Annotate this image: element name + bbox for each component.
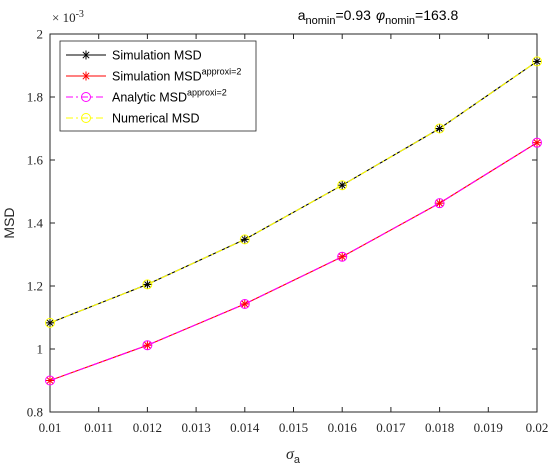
y-tick-label: 0.8: [27, 405, 43, 420]
series-3-point: [434, 123, 445, 134]
title-part2-value: =163.8: [415, 7, 458, 23]
series-0-point: [337, 180, 347, 190]
legend-marker-2: [81, 92, 91, 102]
y-tick-label: 1.8: [27, 90, 43, 105]
y-axis-label: MSD: [1, 207, 17, 238]
x-tick-label: 0.02: [526, 420, 549, 435]
x-tick-label: 0.015: [279, 420, 308, 435]
series-1-point: [240, 299, 250, 309]
legend-label-sup: approxi=2: [187, 88, 227, 98]
series-1-point: [337, 252, 347, 262]
x-tick-label: 0.016: [328, 420, 358, 435]
series-markers: [45, 56, 542, 386]
x-tick-label: 0.013: [181, 420, 210, 435]
x-tick-label: 0.01: [39, 420, 62, 435]
x-tick-label: 0.017: [376, 420, 406, 435]
legend-marker-3: [81, 113, 91, 123]
series-3-point: [142, 279, 153, 290]
series-0-point: [142, 279, 152, 289]
x-tick-label: 0.014: [230, 420, 260, 435]
series-0-point: [240, 234, 250, 244]
legend-label-text: Simulation MSD: [112, 49, 202, 63]
legend-label-text: Analytic MSD: [112, 91, 187, 105]
series-0-point: [435, 124, 445, 133]
series-3-point: [45, 317, 55, 328]
chart-title: anomin=0.93 φnomin=163.8: [298, 7, 459, 27]
title-part1-value: =0.93: [336, 7, 372, 23]
series-line-2: [49, 142, 538, 382]
title-part2-symbol: φ: [376, 7, 385, 23]
legend-label-text: Numerical MSD: [112, 112, 200, 126]
exponent-sup: -3: [76, 9, 84, 20]
legend-marker-0: [81, 50, 91, 60]
legend-label-text: Simulation MSD: [112, 70, 202, 84]
y-tick-label: 1.4: [27, 216, 44, 231]
x-tick-label: 0.019: [474, 420, 503, 435]
y-tick-label: 1: [37, 342, 44, 357]
x-axis-label-base: σ: [286, 446, 295, 463]
title-part2-sub: nomin: [385, 15, 415, 27]
x-tick-label: 0.012: [133, 420, 162, 435]
y-tick-label: 2: [37, 27, 44, 42]
series-1-point: [142, 340, 152, 350]
legend-label-0: Simulation MSD: [112, 49, 202, 63]
y-tick-label: 1.6: [27, 153, 44, 168]
series-2-point: [337, 251, 348, 262]
x-axis-label-sub: a: [294, 454, 301, 466]
series-1-point: [45, 376, 55, 385]
series-3-point: [337, 180, 348, 191]
series-1-point: [435, 198, 445, 208]
series-0-point: [45, 318, 55, 328]
series-2-point: [239, 298, 250, 309]
x-tick-label: 0.018: [425, 420, 454, 435]
y-tick-label: 1.2: [27, 279, 43, 294]
y-exponent-label: × 10-3: [52, 9, 84, 25]
legend-label-1: Simulation MSDapproxi=2: [112, 67, 241, 84]
series-3-point: [532, 56, 542, 67]
series-0-point: [532, 56, 542, 66]
legend-label-2: Analytic MSDapproxi=2: [112, 88, 227, 105]
series-2-point: [434, 198, 445, 209]
series-2-point: [45, 375, 55, 386]
title-part1-sub: nomin: [306, 15, 336, 27]
title-part1-base: a: [298, 7, 306, 23]
exponent-base: × 10: [52, 10, 76, 25]
tick-layer: 0.01 0.011 0.012 0.013 0.014 0.015 0.016 0.017 0…: [27, 27, 549, 436]
series-3-point: [239, 234, 250, 245]
series-line-3: [49, 60, 538, 324]
series-1-point: [532, 138, 542, 148]
legend-label-sup: approxi=2: [202, 67, 242, 77]
legend-box: [59, 40, 257, 132]
x-tick-label: 0.011: [84, 420, 113, 435]
series-lines: [49, 60, 538, 382]
series-2-point: [142, 340, 153, 351]
legend-marker-1: [81, 71, 91, 81]
series-2-point: [532, 137, 542, 148]
x-axis-label: σa: [286, 446, 301, 466]
legend-label-3: Numerical MSD: [112, 112, 200, 126]
